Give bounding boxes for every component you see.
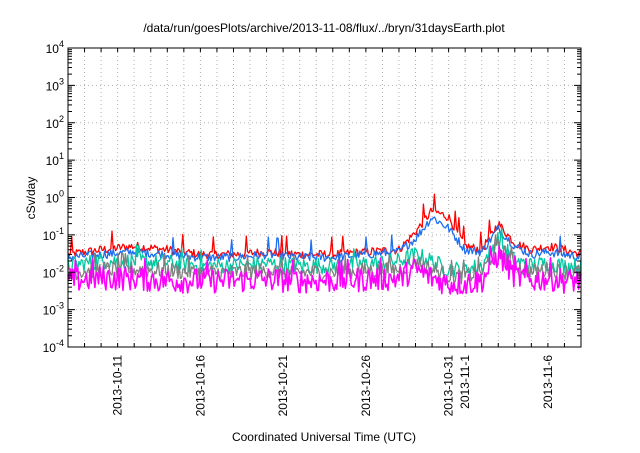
x-tick-label: 2013-11-1 [458,355,472,409]
y-tick-label: 101 [46,151,64,168]
y-tick-label: 103 [46,76,64,93]
x-tick-label: 2013-11-6 [541,355,555,409]
y-axis-label: cSv/day [24,177,38,220]
y-tick-label: 10-1 [43,226,64,243]
grid-lines [68,48,581,347]
y-tick-label: 102 [46,114,64,131]
x-tick-label: 2013-10-16 [193,355,207,417]
y-tick-label: 100 [46,189,64,206]
y-tick-label: 10-3 [43,301,64,318]
x-tick-label: 2013-10-21 [276,355,290,417]
y-tick-label: 104 [46,39,64,56]
series-line [67,245,582,295]
series-line [67,226,582,279]
x-tick-label: 2013-10-26 [359,355,373,417]
x-tick-label: 2013-10-11 [111,355,125,416]
series-line [67,193,582,260]
y-tick-label: 10-2 [43,263,64,280]
axis-ticks: 10-4 10-3 10-2 10-1 100 101 102 103 104 2013-10-1… [43,39,581,416]
y-tick-label: 10-4 [43,338,64,355]
x-axis-label: Coordinated Universal Time (UTC) [232,430,416,444]
series-layer [67,193,582,295]
chart-title: /data/run/goesPlots/archive/2013-11-08/f… [143,21,505,35]
series-line [67,216,582,263]
x-tick-label: 2013-10-31 [442,355,456,417]
